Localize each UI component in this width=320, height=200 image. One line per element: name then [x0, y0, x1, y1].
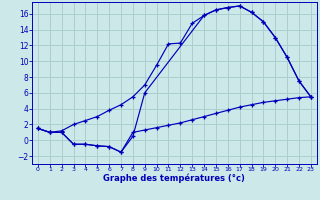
X-axis label: Graphe des températures (°c): Graphe des températures (°c) — [103, 174, 245, 183]
